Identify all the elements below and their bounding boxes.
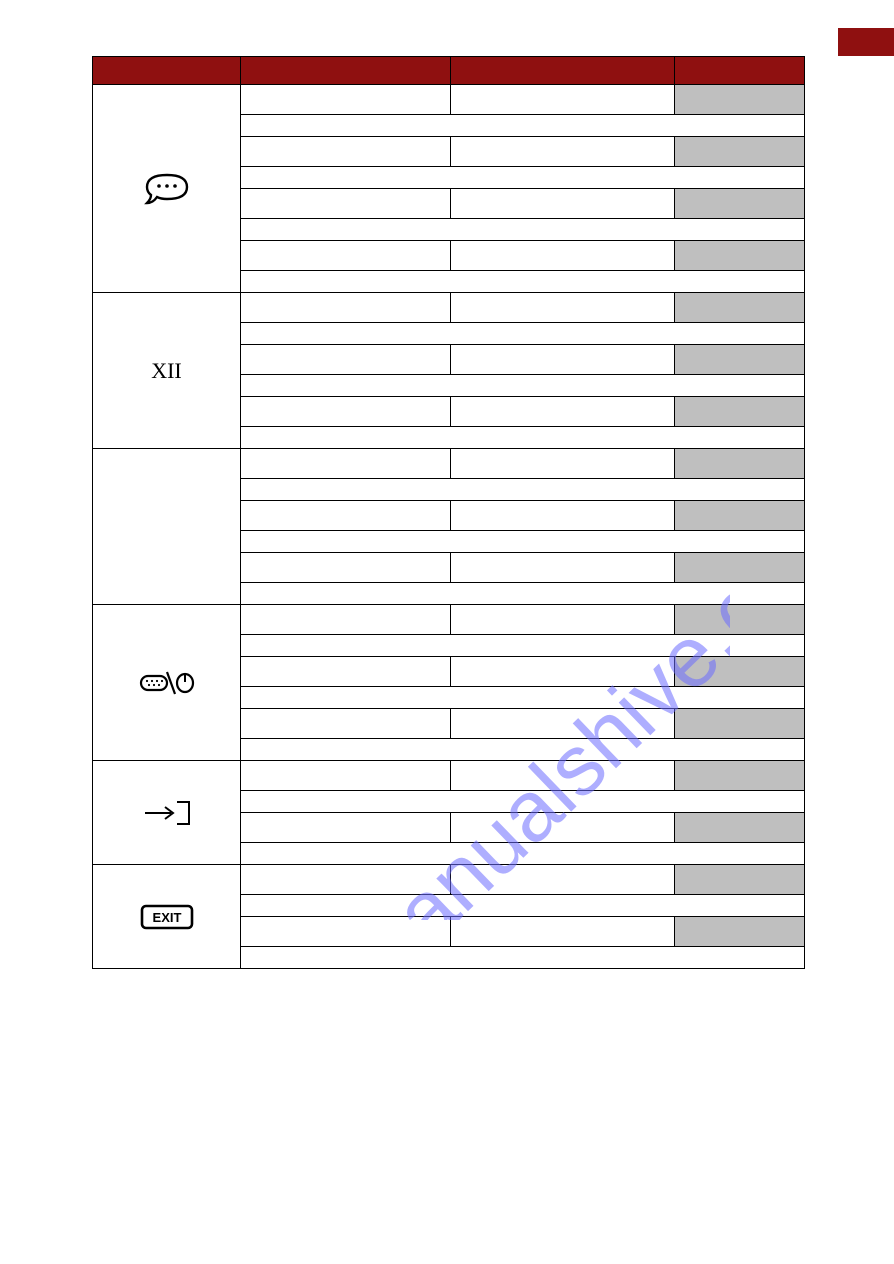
value-cell [451,553,675,583]
value-cell [451,293,675,323]
status-cell [675,865,805,895]
table-row: XII [93,293,805,323]
header-cell [93,57,241,85]
value-cell [451,657,675,687]
icon-cell: EXIT [93,865,241,969]
setting-cell [241,657,451,687]
description-cell [241,479,805,501]
status-cell [675,501,805,531]
description-cell [241,167,805,189]
status-cell [675,605,805,635]
roman-numeral-icon: XII [151,358,182,383]
icon-cell [93,605,241,761]
setting-cell [241,137,451,167]
icon-cell [93,761,241,865]
value-cell [451,345,675,375]
description-cell [241,687,805,709]
status-cell [675,241,805,271]
settings-table: XII [92,56,804,969]
setting-cell [241,241,451,271]
status-cell [675,917,805,947]
value-cell [451,137,675,167]
value-cell [451,865,675,895]
setting-cell [241,813,451,843]
table-row [93,85,805,115]
icon-cell [93,85,241,293]
svg-text:EXIT: EXIT [152,910,181,925]
setting-cell [241,189,451,219]
value-cell [451,85,675,115]
setting-cell [241,85,451,115]
description-cell [241,271,805,293]
status-cell [675,85,805,115]
table-row [93,605,805,635]
description-cell [241,531,805,553]
value-cell [451,189,675,219]
setting-cell [241,917,451,947]
status-cell [675,137,805,167]
status-cell [675,553,805,583]
description-cell [241,375,805,397]
value-cell [451,501,675,531]
setting-cell [241,605,451,635]
status-cell [675,709,805,739]
icon-cell: XII [93,293,241,449]
arrow-enter-icon [137,796,197,830]
description-cell [241,427,805,449]
speech-bubble-icon [139,169,195,209]
header-cell [451,57,675,85]
status-cell [675,449,805,479]
value-cell [451,605,675,635]
value-cell [451,241,675,271]
status-cell [675,189,805,219]
status-cell [675,345,805,375]
header-cell [241,57,451,85]
description-cell [241,583,805,605]
setting-cell [241,709,451,739]
description-cell [241,947,805,969]
description-cell [241,843,805,865]
table-header-row [93,57,805,85]
description-cell [241,115,805,137]
value-cell [451,709,675,739]
value-cell [451,761,675,791]
description-cell [241,791,805,813]
setting-cell [241,553,451,583]
exit-icon: EXIT [138,902,196,932]
value-cell [451,449,675,479]
value-cell [451,813,675,843]
description-cell [241,323,805,345]
header-cell [675,57,805,85]
status-cell [675,657,805,687]
table-row: EXIT [93,865,805,895]
setting-cell [241,293,451,323]
description-cell [241,219,805,241]
value-cell [451,397,675,427]
status-cell [675,813,805,843]
setting-cell [241,761,451,791]
status-cell [675,397,805,427]
description-cell [241,895,805,917]
description-cell [241,739,805,761]
icon-cell [93,449,241,605]
setting-cell [241,397,451,427]
status-cell [675,761,805,791]
setting-cell [241,501,451,531]
table-row [93,449,805,479]
table-row [93,761,805,791]
keyboard-mouse-icon [135,668,199,698]
description-cell [241,635,805,657]
setting-cell [241,449,451,479]
value-cell [451,917,675,947]
setting-cell [241,865,451,895]
page-number-tab [838,28,894,56]
setting-cell [241,345,451,375]
status-cell [675,293,805,323]
